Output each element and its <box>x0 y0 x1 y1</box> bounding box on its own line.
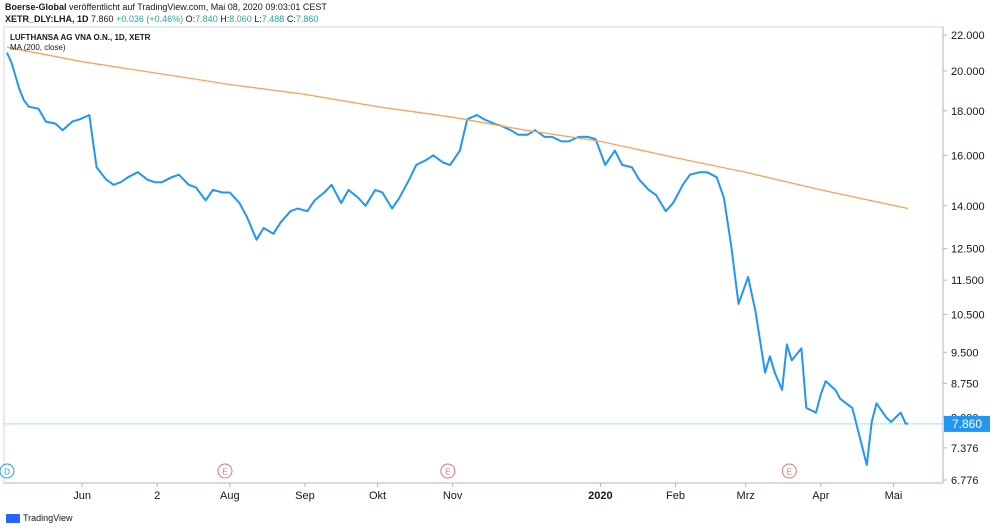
earnings-marker <box>217 463 233 479</box>
last-price-badge <box>944 415 990 432</box>
symbol-label: XETR_DLY:LHA, 1D <box>5 14 89 24</box>
price-tick-label: 7.376 <box>951 443 979 455</box>
time-tick-label: 2 <box>154 490 160 502</box>
dividend-marker <box>0 463 15 479</box>
price-tick-label: 12.500 <box>951 244 985 256</box>
high-value: 8.060 <box>229 14 252 24</box>
publish-info: Boerse-Global veröffentlicht auf Trading… <box>5 2 327 12</box>
series-layer <box>6 46 909 466</box>
time-tick-label: Mai <box>885 490 903 502</box>
price-tick-label: 6.776 <box>951 475 979 487</box>
open-value: 7.840 <box>195 14 218 24</box>
price-tick-label: 8.750 <box>951 378 979 390</box>
time-tick-label: Jun <box>73 490 91 502</box>
price-tick-label: 18.000 <box>951 106 985 118</box>
price-tick-label: 20.000 <box>951 66 985 78</box>
chart-legend-indicator: MA (200, close) <box>10 43 66 52</box>
moving-average-line <box>6 46 909 210</box>
earnings-marker <box>781 463 797 479</box>
price-tick-label: 14.000 <box>951 201 985 213</box>
price-change: +0.036 (+0.46%) <box>116 14 184 24</box>
time-tick-label: Apr <box>812 490 829 502</box>
close-value: 7.860 <box>295 14 319 24</box>
close-label: C: <box>286 14 296 24</box>
tradingview-logo-icon <box>6 513 20 523</box>
event-marker-letter: D <box>4 468 10 477</box>
published-text: veröffentlicht auf TradingView.com, Mai … <box>69 2 327 12</box>
plot-frame <box>3 26 944 484</box>
symbol-info: XETR_DLY:LHA, 1D 7.860 +0.036 (+0.46%) O… <box>5 14 318 24</box>
price-line <box>6 52 909 466</box>
time-tick-label: Feb <box>666 490 685 502</box>
price-tick-label: 22.000 <box>951 30 985 42</box>
event-marker-letter: E <box>222 468 227 477</box>
event-marker-letter: E <box>787 468 792 477</box>
chart-legend-title: LUFTHANSA AG VNA O.N., 1D, XETR <box>10 33 151 42</box>
last-price: 7.860 <box>91 14 114 24</box>
time-tick-label: Aug <box>220 490 240 502</box>
high-label: H: <box>220 14 230 24</box>
low-label: L: <box>254 14 262 24</box>
price-axis: 22.000 20.000 18.000 16.000 14.000 12.500 11.5… <box>943 30 985 487</box>
open-label: O: <box>185 14 196 24</box>
time-axis: Jun 2 Aug Sep Okt Nov 2020 Feb Mrz Apr Mai <box>73 483 902 502</box>
price-tick-label: 11.500 <box>951 275 984 287</box>
earnings-marker <box>440 463 456 479</box>
price-tick-label: 9.500 <box>951 347 979 359</box>
time-tick-label: Nov <box>443 490 463 502</box>
last-price-label: 7.860 <box>952 417 982 431</box>
time-tick-label: 2020 <box>588 490 612 502</box>
time-tick-label: Okt <box>369 490 386 502</box>
footer-brand[interactable]: TradingView <box>6 513 73 523</box>
low-value: 7.488 <box>261 14 285 24</box>
last-price-marker: 7.860 <box>4 415 990 432</box>
time-tick-label: Mrz <box>737 490 755 502</box>
event-marker-letter: E <box>445 468 450 477</box>
publisher-name: Boerse-Global <box>5 2 67 12</box>
price-tick-label: 10.500 <box>951 309 985 321</box>
price-tick-label: 16.000 <box>951 150 985 162</box>
footer-brand-label: TradingView <box>23 513 73 523</box>
time-tick-label: Sep <box>295 490 315 502</box>
